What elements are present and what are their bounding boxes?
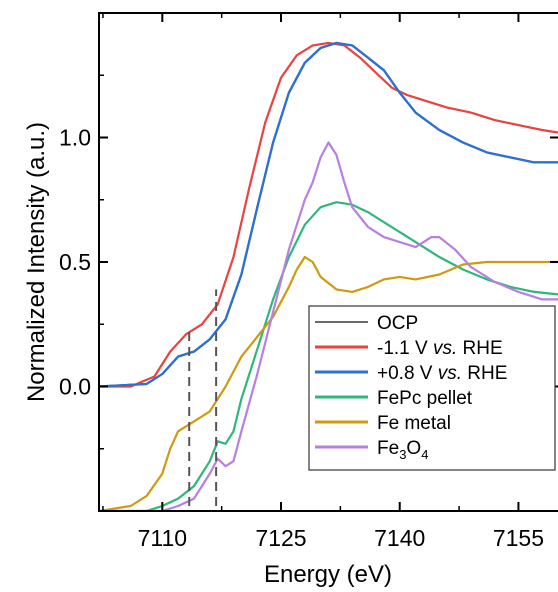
legend-label-3: FePc pellet: [377, 388, 473, 409]
y-tick-label: 1.0: [59, 125, 91, 151]
legend-label-0: OCP: [377, 313, 418, 334]
guide-lines-group: [188, 289, 218, 507]
series-line-4: [99, 255, 558, 511]
axes-group: 7110 7125 7140 7155 0.0 0.5 1.0: [59, 12, 558, 551]
series-line-5: [99, 141, 558, 511]
legend: OCP -1.1 V vs. RHE +0.8 V vs. RHE FePc pell…: [308, 305, 556, 471]
legend-label-5: Fe3O4: [377, 438, 428, 462]
x-axis-label: Energy (eV): [264, 561, 392, 587]
y-tick-label: 0.0: [59, 374, 91, 400]
x-tick-label: 7125: [255, 525, 306, 551]
series-line-3: [99, 201, 558, 511]
legend-label-1: -1.1 V vs. RHE: [377, 338, 503, 359]
series-line-2: [99, 41, 558, 388]
x-tick-label: 7140: [374, 525, 425, 551]
y-tick-label: 0.5: [59, 249, 91, 275]
y-axis-label: Normalized Intensity (a.u.): [23, 122, 50, 402]
legend-label-4: Fe metal: [377, 413, 451, 434]
x-tick-label: 7110: [138, 525, 187, 551]
x-tick-label: 7155: [493, 525, 544, 551]
legend-box: [308, 305, 556, 471]
legend-label-2: +0.8 V vs. RHE: [377, 363, 507, 384]
